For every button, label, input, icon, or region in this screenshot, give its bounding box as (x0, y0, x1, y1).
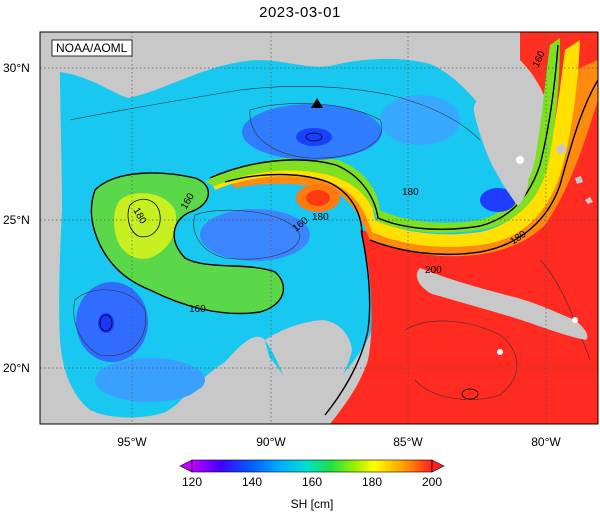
map-frame (39, 31, 599, 425)
contour-label: 200 (425, 265, 442, 276)
bahamas-islands (555, 143, 593, 204)
triangle-marker-icon (311, 98, 323, 108)
credit-text: NOAA/AOML (56, 41, 128, 55)
map-panel (40, 32, 598, 424)
lon-label: 85°W (393, 435, 423, 449)
colorbar-tick: 120 (182, 475, 202, 489)
cool-eddy-southwest-core (98, 313, 114, 333)
colorbar-tick: 200 (422, 475, 442, 489)
cool-eddy-northeast (380, 95, 460, 145)
lat-label: 20°N (3, 361, 30, 375)
florida-peninsula (473, 98, 529, 206)
colorbar-tick: 140 (242, 475, 262, 489)
lat-label: 30°N (3, 61, 30, 75)
cool-patch-east (95, 358, 205, 402)
west-eddy-yellow (114, 193, 177, 259)
contour-label: 180 (402, 187, 419, 198)
contour-label: 160 (189, 304, 206, 315)
contour-label: 180 (312, 212, 329, 223)
cuba-island (416, 268, 588, 340)
colorbar-scale (191, 459, 433, 473)
colorbar-tick: 160 (302, 475, 322, 489)
lon-label: 90°W (256, 435, 286, 449)
colorbar: 120 140 160 180 200 SH [cm] (179, 459, 445, 511)
mexico-south-coast (150, 354, 310, 424)
warm-core-eddy-center (306, 190, 330, 206)
colorbar-label: SH [cm] (291, 497, 334, 511)
colorbar-high-arrow (431, 459, 445, 473)
island-speck (516, 156, 524, 164)
caribbean-warm-water (330, 90, 598, 424)
lon-label: 95°W (117, 435, 147, 449)
map-title: 2023-03-01 (259, 4, 341, 21)
cool-eddy-north-core (296, 128, 332, 146)
cool-eddy-florida (480, 188, 516, 212)
lat-label: 25°N (3, 213, 30, 227)
lon-label: 80°W (531, 435, 561, 449)
contour-lines (69, 44, 598, 416)
island-speck (497, 349, 503, 355)
cool-eddy-center (200, 209, 310, 261)
colorbar-tick: 180 (362, 475, 382, 489)
colorbar-low-arrow (179, 459, 193, 473)
island-speck (572, 317, 578, 323)
credit-box (51, 39, 133, 57)
graticule (40, 32, 598, 424)
